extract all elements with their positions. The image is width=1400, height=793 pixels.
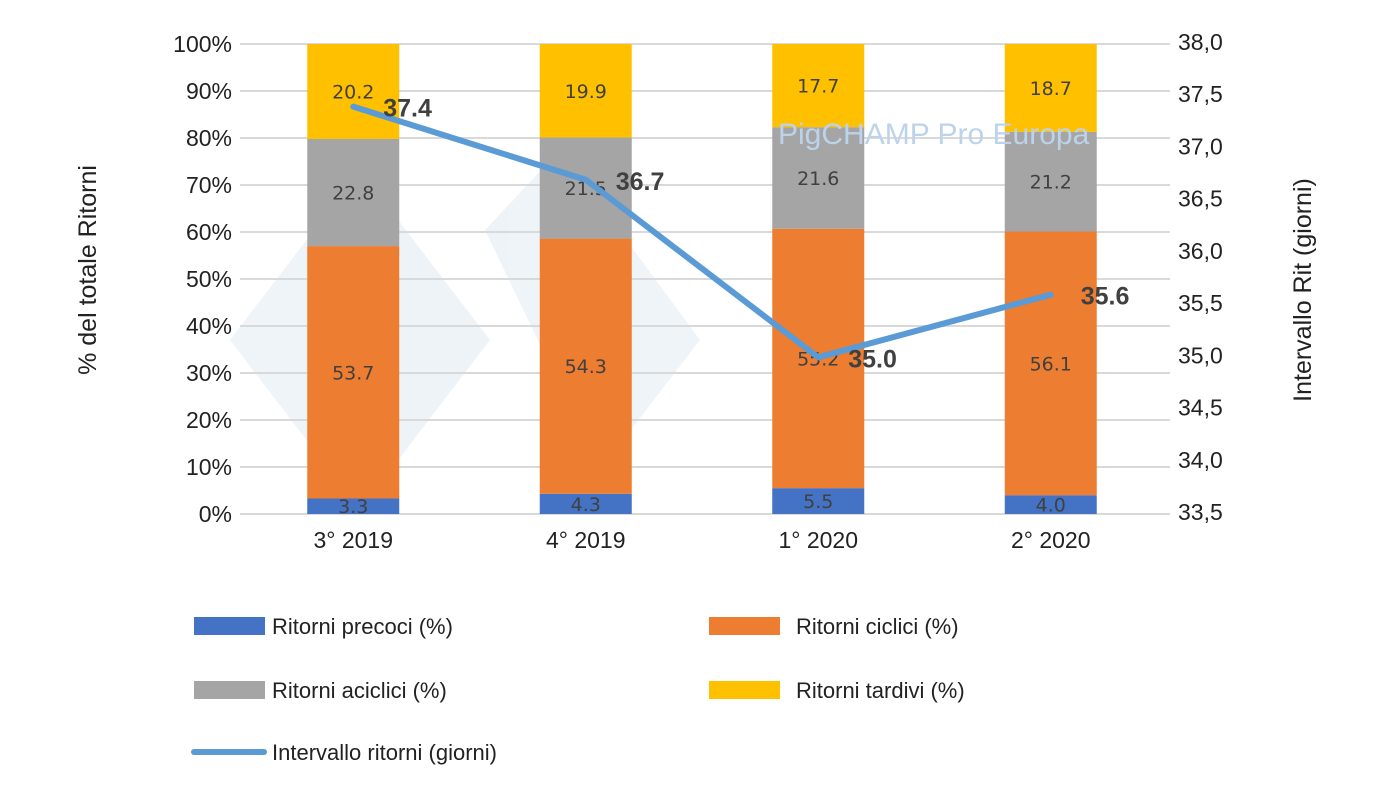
x-axis-ticks: 3° 2019 4° 2019 1° 2020 2° 2020 bbox=[313, 527, 1090, 553]
bar-data-label: 4.3 bbox=[571, 494, 601, 516]
x-tick-label: 1° 2020 bbox=[778, 527, 858, 553]
legend-label: Ritorni tardivi (%) bbox=[796, 678, 965, 703]
bar-segment bbox=[1004, 495, 1097, 514]
y-tick-label: 70% bbox=[186, 172, 232, 198]
y-tick-label: 100% bbox=[173, 31, 232, 57]
bar-data-label: 21.6 bbox=[797, 168, 839, 190]
legend-swatch bbox=[194, 617, 265, 635]
legend-swatch bbox=[709, 681, 780, 699]
y-tick-label: 40% bbox=[186, 313, 232, 339]
y2-tick-label: 37,0 bbox=[1178, 133, 1223, 159]
y-tick-label: 10% bbox=[186, 454, 232, 480]
y2-tick-label: 35,5 bbox=[1178, 290, 1223, 316]
line-data-label: 35.0 bbox=[848, 345, 897, 373]
bar-data-label: 21.5 bbox=[565, 178, 607, 200]
bar-data-label: 17.7 bbox=[797, 76, 839, 98]
y2-tick-label: 34,5 bbox=[1178, 395, 1223, 421]
y-tick-label: 30% bbox=[186, 360, 232, 386]
bar-data-label: 19.9 bbox=[565, 81, 607, 103]
y2-tick-label: 36,5 bbox=[1178, 186, 1223, 212]
line-series: 37.4 36.7 35.0 35.6 bbox=[350, 95, 1130, 373]
y2-tick-label: 34,0 bbox=[1178, 447, 1223, 473]
y-tick-label: 20% bbox=[186, 407, 232, 433]
bar-segment bbox=[539, 238, 632, 494]
bar-data-label: 5.5 bbox=[803, 491, 833, 513]
bar-data-label: 4.0 bbox=[1036, 495, 1066, 517]
legend-swatch bbox=[194, 681, 265, 699]
y2-tick-label: 33,5 bbox=[1178, 499, 1223, 525]
bar-data-label: 22.8 bbox=[332, 183, 374, 205]
watermark-text: PigCHAMP Pro Europa bbox=[778, 118, 1090, 151]
bar-segment bbox=[772, 127, 865, 229]
bar-data-label: 54.3 bbox=[565, 356, 607, 378]
line-data-label: 37.4 bbox=[383, 95, 432, 123]
bar-segment bbox=[307, 246, 400, 499]
bar-segment bbox=[1004, 131, 1097, 232]
bar-segment bbox=[772, 488, 865, 514]
y-tick-label: 80% bbox=[186, 125, 232, 151]
y2-axis-ticks: 33,5 34,0 34,5 35,0 35,5 36,0 36,5 37,0 37,5 38,0 bbox=[1178, 29, 1223, 525]
bar-segment bbox=[772, 44, 865, 128]
bar-segment bbox=[1004, 44, 1097, 132]
bar-data-label: 56.1 bbox=[1030, 353, 1072, 375]
line-path bbox=[350, 103, 1054, 361]
bars: 3.353.722.820.24.354.321.519.95.555.221.… bbox=[307, 44, 1097, 518]
x-tick-label: 3° 2019 bbox=[313, 527, 393, 553]
y2-axis-label: Intervallo Rit (giorni) bbox=[1289, 178, 1317, 402]
y-tick-label: 60% bbox=[186, 219, 232, 245]
y-tick-label: 0% bbox=[199, 501, 232, 527]
x-tick-label: 2° 2020 bbox=[1011, 527, 1091, 553]
x-tick-label: 4° 2019 bbox=[546, 527, 626, 553]
bar-segment bbox=[1004, 231, 1097, 496]
legend-swatch bbox=[709, 617, 780, 635]
y-axis-ticks: 0% 10% 20% 30% 40% 50% 60% 70% 80% 90% 100% bbox=[173, 31, 232, 527]
bar-data-label: 53.7 bbox=[332, 362, 374, 384]
line-data-label: 36.7 bbox=[616, 168, 665, 196]
bar-data-label: 3.3 bbox=[338, 496, 368, 518]
y2-tick-label: 37,5 bbox=[1178, 81, 1223, 107]
y2-tick-label: 36,0 bbox=[1178, 238, 1223, 264]
bar-segment bbox=[539, 44, 632, 138]
bar-data-label: 21.2 bbox=[1030, 172, 1072, 194]
line-data-label: 35.6 bbox=[1081, 283, 1130, 311]
y-tick-label: 90% bbox=[186, 78, 232, 104]
bar-segment bbox=[307, 138, 400, 247]
legend-label: Intervallo ritorni (giorni) bbox=[272, 740, 497, 765]
bar-data-label: 20.2 bbox=[332, 81, 374, 103]
legend: Ritorni precoci (%) Ritorni ciclici (%) Ri… bbox=[191, 614, 965, 765]
legend-label: Ritorni ciclici (%) bbox=[796, 614, 959, 639]
bar-data-label: 18.7 bbox=[1030, 78, 1072, 100]
bar-segment bbox=[307, 44, 400, 139]
y2-tick-label: 38,0 bbox=[1178, 29, 1223, 55]
y2-tick-label: 35,0 bbox=[1178, 342, 1223, 368]
bar-segment bbox=[539, 137, 632, 239]
bar-segment bbox=[539, 493, 632, 514]
y-axis-label: % del totale Ritorni bbox=[74, 165, 102, 375]
bar-segment bbox=[307, 498, 400, 514]
legend-label: Ritorni precoci (%) bbox=[272, 614, 453, 639]
legend-label: Ritorni aciclici (%) bbox=[272, 678, 447, 703]
y-tick-label: 50% bbox=[186, 266, 232, 292]
